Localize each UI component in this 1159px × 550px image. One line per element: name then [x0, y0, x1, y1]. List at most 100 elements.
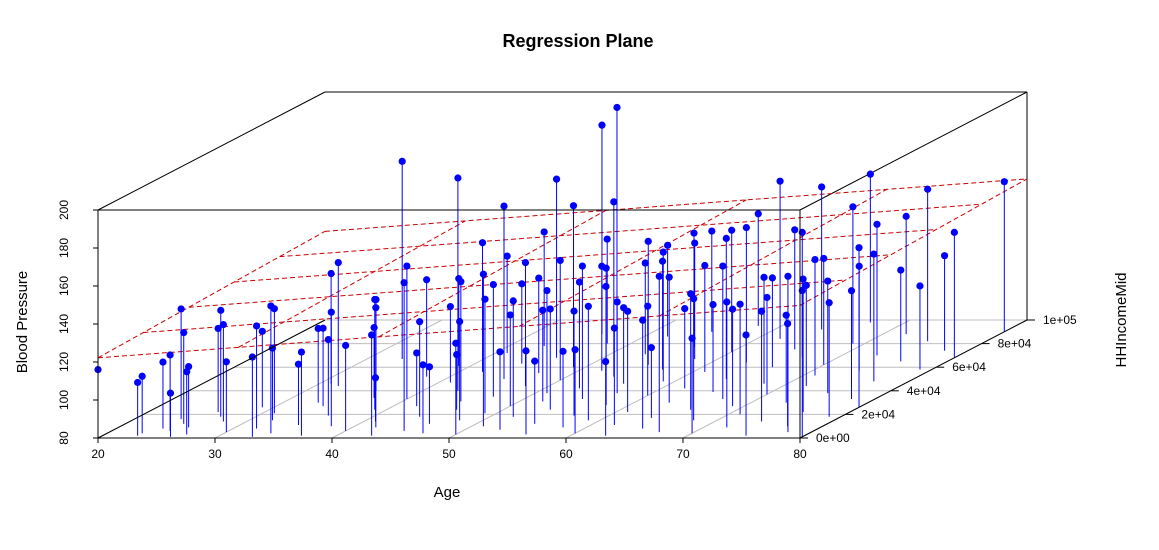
data-point: [760, 273, 768, 281]
data-point: [902, 212, 910, 220]
data-point: [522, 347, 530, 355]
data-point: [782, 311, 790, 319]
data-point: [658, 257, 667, 265]
data-point: [849, 203, 857, 211]
data-point: [413, 349, 421, 357]
data-point: [603, 235, 611, 243]
data-point: [723, 298, 731, 306]
plane-line: [238, 220, 466, 348]
z-tick-label: 140: [57, 314, 71, 334]
data-point: [584, 302, 592, 310]
data-point: [503, 252, 511, 260]
data-point: [722, 234, 730, 242]
plane-line: [143, 279, 846, 334]
data-point: [613, 103, 621, 112]
floor-grid: [97, 319, 1028, 439]
z-tick-label: 100: [57, 390, 71, 410]
data-point: [681, 305, 689, 313]
data-point: [446, 302, 454, 311]
data-point: [183, 368, 191, 376]
x-tick-label: 80: [793, 447, 807, 461]
data-point: [416, 318, 424, 326]
box-front: [97, 209, 1028, 439]
data-point: [598, 121, 606, 129]
x-tick-label: 20: [91, 447, 105, 461]
data-point: [736, 300, 744, 308]
data-point: [371, 295, 379, 304]
data-point: [613, 298, 621, 306]
data-point: [506, 311, 514, 319]
data-point: [855, 244, 863, 252]
plane-line: [234, 229, 937, 283]
data-point: [701, 261, 709, 270]
data-point: [664, 241, 672, 249]
z-tick-label: 80: [57, 431, 71, 445]
data-point: [824, 277, 832, 285]
floor-grid-line: [448, 319, 677, 439]
data-point: [602, 264, 610, 272]
data-point: [866, 170, 874, 178]
data-point: [818, 183, 826, 191]
data-point: [742, 223, 750, 232]
data-point: [134, 378, 142, 387]
data-point: [690, 295, 698, 303]
data-point: [342, 341, 350, 350]
z-tick-label: 200: [57, 200, 71, 220]
data-point: [602, 282, 610, 291]
data-point: [571, 346, 579, 354]
box-edge: [799, 91, 1028, 211]
data-point: [489, 281, 497, 289]
data-point: [776, 177, 784, 185]
data-point: [552, 175, 561, 183]
data-point: [655, 272, 663, 280]
data-point: [327, 308, 335, 316]
data-point: [924, 185, 932, 193]
data-point: [610, 198, 618, 206]
data-point: [742, 331, 750, 339]
data-point: [754, 210, 762, 218]
data-point: [481, 295, 489, 303]
data-point: [456, 317, 464, 326]
data-point: [334, 258, 342, 267]
data-point: [403, 262, 411, 270]
y-tick-label: 8e+04: [998, 337, 1032, 351]
data-point: [719, 262, 727, 270]
plane-line: [659, 188, 887, 317]
data-point: [423, 276, 431, 284]
data-point: [267, 302, 275, 310]
data-point: [559, 347, 567, 355]
data-point: [784, 320, 792, 328]
data-point: [709, 300, 717, 309]
data-point: [319, 324, 327, 332]
z-tick-label: 180: [57, 238, 71, 258]
data-point: [708, 227, 716, 235]
plane-line: [378, 209, 607, 338]
data-point: [575, 278, 584, 286]
data-point: [950, 228, 958, 236]
data-point: [811, 255, 819, 264]
regression-plane: [97, 178, 1028, 359]
x-tick-label: 30: [208, 447, 222, 461]
data-point: [540, 228, 548, 236]
data-point: [453, 350, 461, 359]
data-point: [728, 305, 737, 313]
data-point: [252, 322, 261, 330]
data-point: [757, 307, 766, 315]
data-point: [578, 262, 587, 270]
y-axis-label: HHIncomeMid: [1113, 272, 1130, 367]
data-point: [222, 358, 230, 366]
plane-line: [188, 254, 891, 308]
data-point: [398, 157, 406, 165]
data-point: [644, 302, 652, 310]
data-point: [159, 358, 167, 366]
axis-ticks: 20 30 40 50 60 70 80 80 100 120 140 160 180 200 0e+00 2…: [57, 200, 1077, 461]
x-tick-label: 60: [559, 447, 573, 461]
data-point: [177, 305, 185, 313]
x-tick-label: 40: [325, 447, 339, 461]
data-point: [602, 357, 610, 366]
data-point: [870, 250, 878, 258]
box-edge: [97, 91, 326, 211]
data-point: [659, 248, 667, 256]
data-point: [543, 286, 551, 295]
data-point: [180, 329, 188, 337]
